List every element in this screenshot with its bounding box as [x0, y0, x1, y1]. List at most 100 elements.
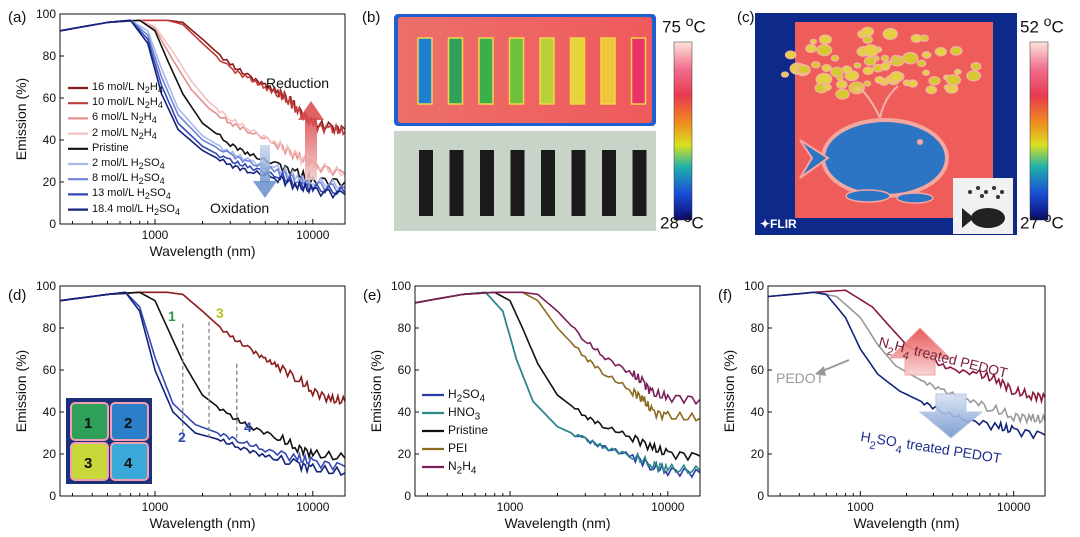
photo-strip	[449, 150, 464, 216]
panel-label-b: (b)	[362, 9, 380, 26]
panel-label-a: (a)	[8, 9, 26, 26]
water-droplet	[863, 56, 877, 67]
annot-f-n2h4: N2H4 treated PEDOT	[876, 333, 1010, 386]
water-droplet	[784, 50, 797, 60]
water-droplet	[862, 66, 874, 76]
thermal-strip	[539, 37, 555, 105]
water-droplet	[928, 76, 941, 86]
legend-label: 2 mol/L H2SO4	[92, 157, 165, 171]
legend-label: 6 mol/L N2H4	[92, 111, 157, 125]
photo-strip	[480, 150, 494, 216]
thermal-strip	[600, 37, 616, 105]
water-droplet	[949, 45, 963, 56]
series-line-d-1	[59, 291, 346, 461]
water-droplet	[816, 44, 833, 57]
scale-max-c: 52 oC	[1020, 14, 1064, 37]
water-droplet	[853, 62, 862, 69]
ytick-label: 20	[751, 447, 765, 461]
ytick-label: 80	[751, 321, 765, 335]
chart-e: 0 20 40 60 80 100 1000 10000 Wavelength (nm) Emis…	[368, 279, 701, 531]
water-droplet	[889, 71, 904, 82]
annot-d-2: 2	[178, 429, 186, 445]
annot-d-4: 4	[244, 419, 252, 435]
panel-label-c: (c)	[737, 9, 755, 26]
series-line-a-4	[59, 19, 346, 188]
water-droplet	[925, 85, 938, 95]
water-droplet	[818, 34, 833, 45]
xtick-label: 10000	[296, 228, 330, 242]
scale-max-b: 75 oC	[662, 14, 706, 37]
inset-label-1: 1	[84, 415, 92, 432]
series-line-d-0	[59, 291, 346, 406]
water-droplet	[874, 76, 885, 84]
water-droplet	[902, 51, 919, 65]
ytick-label: 80	[398, 321, 412, 335]
water-droplet	[797, 64, 811, 75]
ytick-label: 100	[36, 279, 56, 293]
water-droplet	[822, 83, 832, 92]
reduction-arrow-icon	[298, 101, 324, 180]
legend-label: PEI	[448, 441, 467, 455]
yaxis-title-e: Emission (%)	[368, 350, 384, 432]
xaxis-title-a: Wavelength (nm)	[149, 243, 255, 259]
water-droplet	[916, 59, 927, 68]
series-line-f-2	[767, 291, 1046, 440]
annotation-reduction: Reduction	[266, 75, 329, 91]
photo-strip	[510, 150, 525, 216]
legend-label: 16 mol/L N2H4	[92, 81, 163, 95]
legend-label: HNO3	[448, 405, 480, 421]
yaxis-title-a: Emission (%)	[13, 78, 29, 160]
xtick-label: 1000	[847, 500, 874, 514]
water-droplet	[810, 61, 821, 69]
water-droplet	[841, 65, 853, 74]
ytick-label: 100	[36, 7, 56, 21]
colorbar-c	[1029, 41, 1049, 221]
water-droplet	[863, 80, 872, 87]
ytick-label: 100	[391, 279, 411, 293]
water-droplets	[780, 26, 982, 119]
series-line-f-1	[767, 291, 1046, 425]
water-droplet	[835, 79, 848, 89]
xtick-label: 10000	[296, 500, 330, 514]
inset-d: 1 2 3 4	[66, 398, 152, 484]
yaxis-title-d: Emission (%)	[13, 350, 29, 432]
pedot-arrow-icon	[815, 359, 850, 376]
water-droplet	[821, 63, 832, 73]
xtick-label: 10000	[997, 500, 1031, 514]
thermal-strip	[569, 37, 586, 105]
chart-f: 0 20 40 60 80 100 1000 10000 Wavelength (nm) Emis…	[721, 279, 1046, 531]
thermal-strip	[630, 37, 647, 105]
plot-frame-f	[767, 285, 1046, 497]
annot-f-h2so4: H2SO4 treated PEDOT	[859, 428, 1003, 472]
dashed-markers-d	[182, 321, 238, 442]
ytick-label: 40	[398, 405, 412, 419]
legend-label: 13 mol/L H2SO4	[92, 187, 171, 201]
water-droplet	[780, 71, 790, 78]
water-droplet	[945, 74, 962, 86]
whale-photo-icon	[962, 186, 1005, 228]
ytick-label: 40	[43, 405, 57, 419]
legend-label: H2SO4	[448, 387, 485, 403]
annotation-oxidation: Oxidation	[210, 200, 269, 216]
legend-label: 8 mol/L H2SO4	[92, 172, 165, 186]
photo-strip	[541, 150, 555, 216]
xaxis-title-f: Wavelength (nm)	[853, 515, 959, 531]
water-droplet	[862, 44, 880, 57]
legend-label: N2H4	[448, 459, 476, 475]
inset-label-4: 4	[124, 455, 133, 472]
ytick-label: 20	[43, 175, 57, 189]
inset-label-2: 2	[124, 415, 132, 432]
oxidation-arrow-icon	[253, 145, 277, 198]
xtick-label: 1000	[142, 500, 169, 514]
annot-d-3: 3	[216, 305, 224, 321]
legend-label: 2 mol/L N2H4	[92, 127, 157, 141]
xtick-label: 10000	[651, 500, 685, 514]
ytick-label: 100	[744, 279, 764, 293]
thermal-image-c: ✦FLIR	[755, 13, 1017, 235]
series-line-d-3	[59, 291, 346, 477]
ytick-label: 0	[757, 489, 764, 503]
water-droplet	[907, 79, 918, 88]
scale-min-b: 28 oC	[660, 210, 704, 233]
panel-label-d: (d)	[8, 287, 26, 304]
